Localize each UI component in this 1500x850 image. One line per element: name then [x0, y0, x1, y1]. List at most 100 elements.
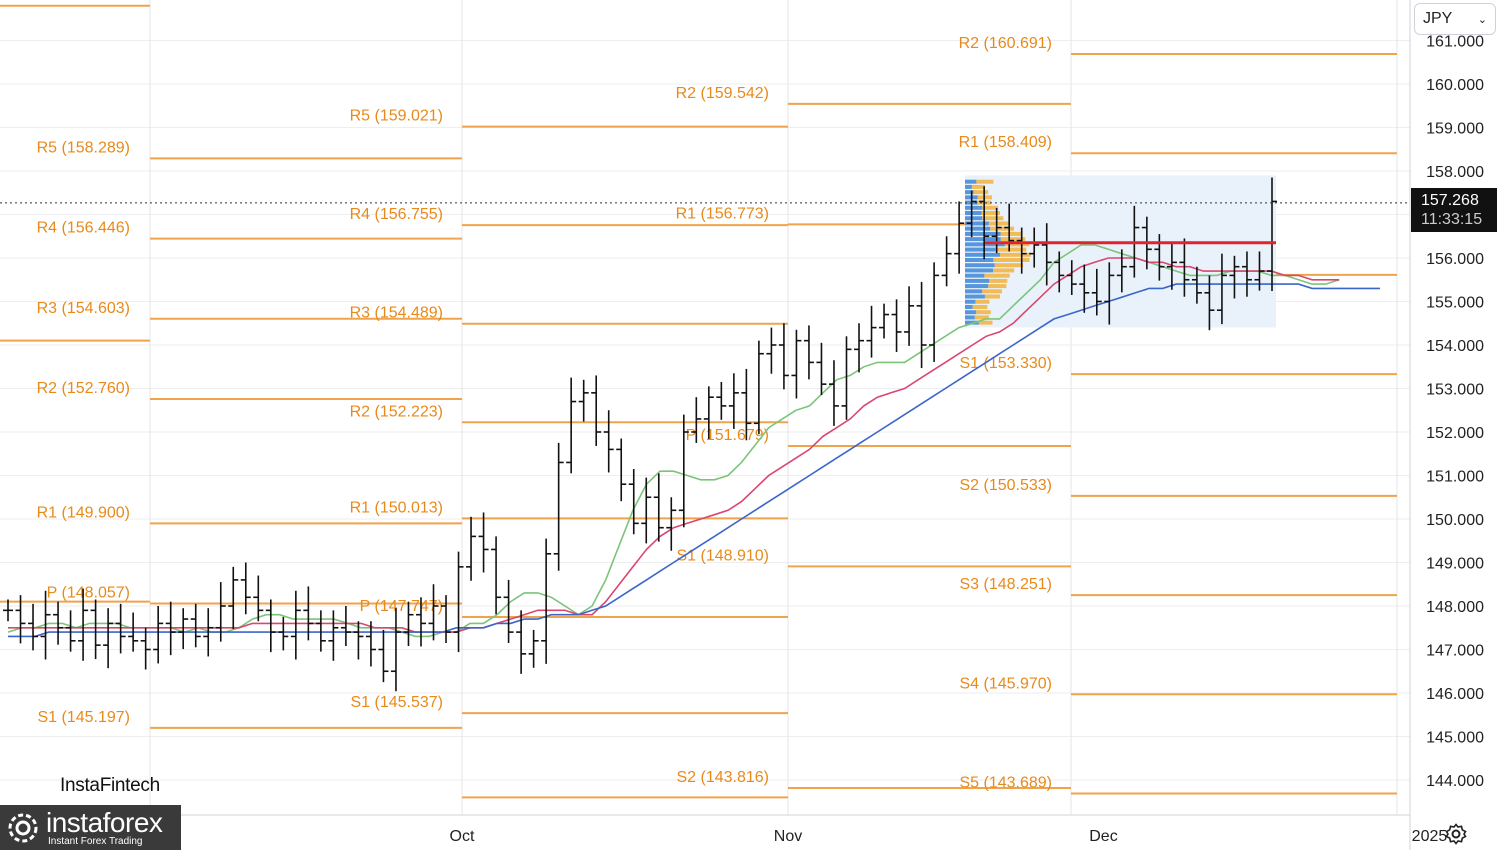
profile-bar-down: [965, 253, 1000, 257]
pivot-label: S2 (150.533): [959, 477, 1052, 494]
price-tick-label: 152.000: [1426, 425, 1484, 442]
pivot-label: R1 (158.409): [959, 134, 1052, 151]
pivot-label: S4 (145.970): [959, 675, 1052, 692]
profile-bar-down: [965, 258, 993, 262]
pivot-label: R2 (152.223): [350, 403, 443, 420]
profile-bar-up: [988, 284, 1006, 288]
profile-bar-up: [985, 295, 1000, 299]
pivot-label: R4 (156.446): [37, 220, 130, 237]
pivot-levels: R5 (158.289) R4 (156.446) R3 (154.603) R2 (…: [0, 6, 1397, 798]
ma-slow-line: [8, 284, 1380, 636]
profile-bar-down: [965, 211, 982, 215]
pivot-label: R3 (154.489): [350, 305, 443, 322]
pivot-label: R5 (158.289): [37, 139, 130, 156]
pivot-label: R2 (159.542): [676, 85, 769, 102]
time-tick-label: Dec: [1089, 828, 1117, 845]
price-tick-label: 156.000: [1426, 251, 1484, 268]
profile-bar-down: [965, 305, 973, 309]
instaforex-tagline: Instant Forex Trading: [48, 836, 143, 847]
profile-bar-up: [995, 263, 1023, 267]
profile-bar-up: [974, 190, 989, 194]
chevron-down-icon: ⌄: [1478, 13, 1487, 26]
price-tick-label: 153.000: [1426, 382, 1484, 399]
pivot-label: R2 (152.760): [37, 380, 130, 397]
price-tick-label: 147.000: [1426, 643, 1484, 660]
profile-bar-up: [989, 221, 1009, 225]
profile-bar-down: [965, 185, 972, 189]
profile-bar-down: [965, 237, 1001, 241]
profile-bar-down: [965, 227, 990, 231]
price-tick-label: 151.000: [1426, 469, 1484, 486]
time-axis: Oct Nov Dec 2025: [450, 828, 1448, 845]
pivot-label: S1 (153.330): [959, 355, 1052, 372]
time-tick-label: Nov: [774, 828, 802, 845]
profile-bar-up: [976, 180, 993, 184]
pivot-label: P (147.747): [360, 598, 443, 615]
profile-bar-down: [965, 232, 1001, 236]
pivot-label: S1 (145.197): [37, 709, 130, 726]
price-tick-label: 158.000: [1426, 164, 1484, 181]
profile-bar-up: [982, 216, 1003, 220]
profile-bar-down: [965, 289, 982, 293]
price-tick-label: 145.000: [1426, 730, 1484, 747]
price-tick-label: 161.000: [1426, 34, 1484, 51]
time-tick-label: 2025: [1412, 828, 1448, 845]
profile-bar-down: [965, 315, 975, 319]
profile-bar-up: [990, 227, 1014, 231]
gear-icon[interactable]: [1444, 822, 1468, 846]
price-axis: 144.000 145.000 146.000 147.000 148.000 149.0…: [1426, 34, 1484, 791]
price-tick-label: 148.000: [1426, 599, 1484, 616]
price-tick-label: 159.000: [1426, 121, 1484, 138]
price-tick-label: 160.000: [1426, 77, 1484, 94]
pivot-label: S2 (143.816): [676, 769, 769, 786]
profile-bar-down: [965, 216, 982, 220]
pivot-label: R5 (159.021): [350, 108, 443, 125]
profile-bar-down: [965, 206, 982, 210]
price-tick-label: 150.000: [1426, 512, 1484, 529]
profile-bar-down: [965, 300, 975, 304]
profile-bar-up: [972, 185, 985, 189]
pivot-label: R1 (156.773): [676, 205, 769, 222]
pivot-label: R2 (160.691): [959, 35, 1052, 52]
profile-bar-down: [965, 279, 989, 283]
pivot-label: R4 (156.755): [350, 206, 443, 223]
price-tick-label: 154.000: [1426, 338, 1484, 355]
pivot-label: R3 (154.603): [37, 300, 130, 317]
profile-bar-down: [965, 295, 985, 299]
profile-bar-down: [965, 248, 996, 252]
profile-bar-down: [965, 180, 976, 184]
pivot-label: R1 (149.900): [37, 504, 130, 521]
profile-bar-down: [965, 263, 995, 267]
price-tick-label: 144.000: [1426, 773, 1484, 790]
volume-profile: [965, 175, 1276, 327]
instaforex-mark-icon: [6, 811, 40, 845]
profile-bar-up: [975, 300, 989, 304]
bar-countdown: 11:33:15: [1421, 210, 1497, 229]
instaforex-logo: instaforex Instant Forex Trading: [0, 805, 181, 850]
last-price-value: 157.268: [1421, 191, 1497, 210]
pivot-label: S1 (145.537): [350, 694, 443, 711]
profile-bar-down: [965, 284, 988, 288]
currency-value: JPY: [1423, 10, 1452, 28]
last-price-badge: 157.268 11:33:15: [1411, 188, 1497, 232]
instaforex-wordmark: instaforex: [46, 807, 162, 839]
profile-bar-up: [993, 268, 1014, 272]
pivot-label: S5 (143.689): [959, 775, 1052, 792]
time-tick-label: Oct: [450, 828, 475, 845]
price-tick-label: 146.000: [1426, 686, 1484, 703]
pivot-label: P (148.057): [47, 585, 130, 602]
profile-bar-up: [989, 279, 1007, 283]
profile-bar-down: [965, 310, 976, 314]
pivot-label: R1 (150.013): [350, 499, 443, 516]
profile-bar-up: [976, 310, 990, 314]
profile-bar-up: [993, 258, 1029, 262]
price-tick-label: 149.000: [1426, 556, 1484, 573]
profile-bar-up: [973, 305, 988, 309]
profile-bar-up: [984, 274, 1009, 278]
profile-bar-up: [982, 289, 1002, 293]
profile-bar-down: [965, 274, 984, 278]
pivot-label: S1 (148.910): [676, 547, 769, 564]
price-tick-label: 155.000: [1426, 295, 1484, 312]
currency-select[interactable]: JPY ⌄: [1414, 3, 1496, 35]
